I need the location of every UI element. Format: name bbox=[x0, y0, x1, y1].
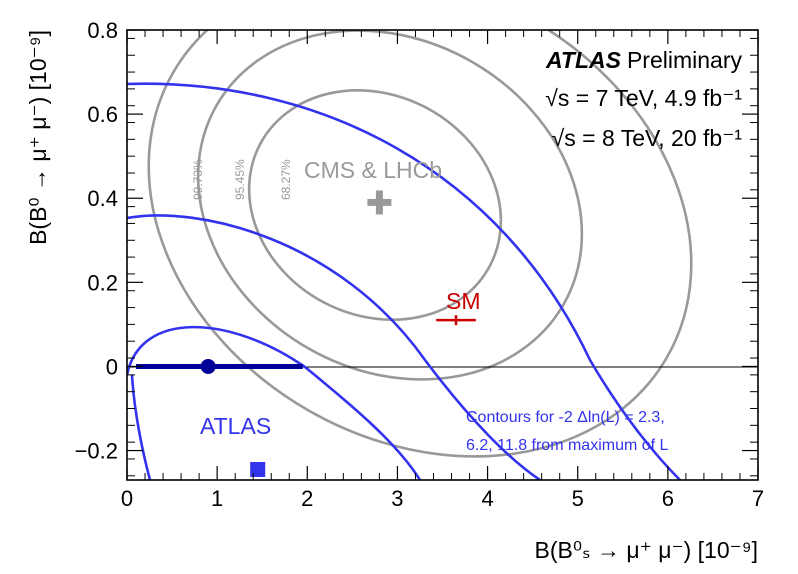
energy-8tev-label: √s = 8 TeV, 20 fb⁻¹ bbox=[552, 125, 743, 151]
x-tick-label: 4 bbox=[481, 486, 493, 511]
atlas-contour-middle bbox=[127, 214, 541, 480]
cms-lhcb-contour-99 bbox=[147, 30, 693, 458]
atlas-best-fit-point bbox=[200, 358, 216, 374]
atlas-contour-outer bbox=[127, 82, 681, 480]
energy-7tev-label: √s = 7 TeV, 4.9 fb⁻¹ bbox=[545, 85, 742, 111]
sm-label: SM bbox=[446, 288, 481, 314]
y-tick-label: 0.8 bbox=[87, 18, 118, 43]
x-tick-label: 7 bbox=[752, 486, 764, 511]
plot-frame bbox=[126, 29, 759, 481]
x-tick-label: 1 bbox=[211, 486, 223, 511]
y-tick-label: 0 bbox=[106, 354, 118, 379]
confidence-level-labels: 99.73% 95.45% 68.27% bbox=[191, 159, 293, 200]
x-axis-ticks: 0 1 2 3 4 5 6 7 bbox=[121, 30, 764, 511]
atlas-marker-square bbox=[250, 461, 266, 477]
y-axis-label: B(B⁰ → μ⁺ μ⁻) [10⁻⁹] bbox=[25, 30, 51, 245]
cms-lhcb-contour-68 bbox=[247, 88, 503, 322]
cms-lhcb-label: CMS & LHCb bbox=[304, 157, 442, 183]
y-tick-label: −0.2 bbox=[75, 439, 118, 464]
cl-label: 95.45% bbox=[233, 159, 247, 200]
y-tick-label: 0.6 bbox=[87, 102, 118, 127]
atlas-bold-label: ATLAS bbox=[545, 47, 622, 73]
atlas-contour-inner bbox=[127, 325, 422, 480]
preliminary-label: Preliminary bbox=[627, 47, 743, 73]
y-tick-label: 0.2 bbox=[87, 270, 118, 295]
atlas-contour-label: ATLAS bbox=[200, 413, 271, 439]
x-tick-label: 2 bbox=[301, 486, 313, 511]
cms-lhcb-contour-95 bbox=[196, 30, 584, 381]
x-tick-label: 5 bbox=[572, 486, 584, 511]
cl-label: 99.73% bbox=[191, 159, 205, 200]
atlas-preliminary-label: ATLAS Preliminary bbox=[545, 47, 742, 73]
contour-note-line-1: Contours for -2 Δln(L) = 2.3, bbox=[466, 409, 665, 426]
atlas-contour-lower-left bbox=[130, 374, 152, 480]
y-axis-ticks: −0.2 0 0.2 0.4 0.6 0.8 bbox=[75, 18, 758, 477]
x-tick-label: 3 bbox=[391, 486, 403, 511]
cms-lhcb-best-fit-cross bbox=[367, 190, 392, 215]
cl-label: 68.27% bbox=[279, 159, 293, 200]
x-axis-label: B(B⁰ₛ → μ⁺ μ⁻) [10⁻⁹] bbox=[535, 537, 759, 563]
y-tick-label: 0.4 bbox=[87, 186, 118, 211]
contour-note-line-2: 6.2, 11.8 from maximum of L bbox=[466, 437, 669, 454]
x-tick-label: 6 bbox=[662, 486, 674, 511]
x-tick-label: 0 bbox=[121, 486, 133, 511]
